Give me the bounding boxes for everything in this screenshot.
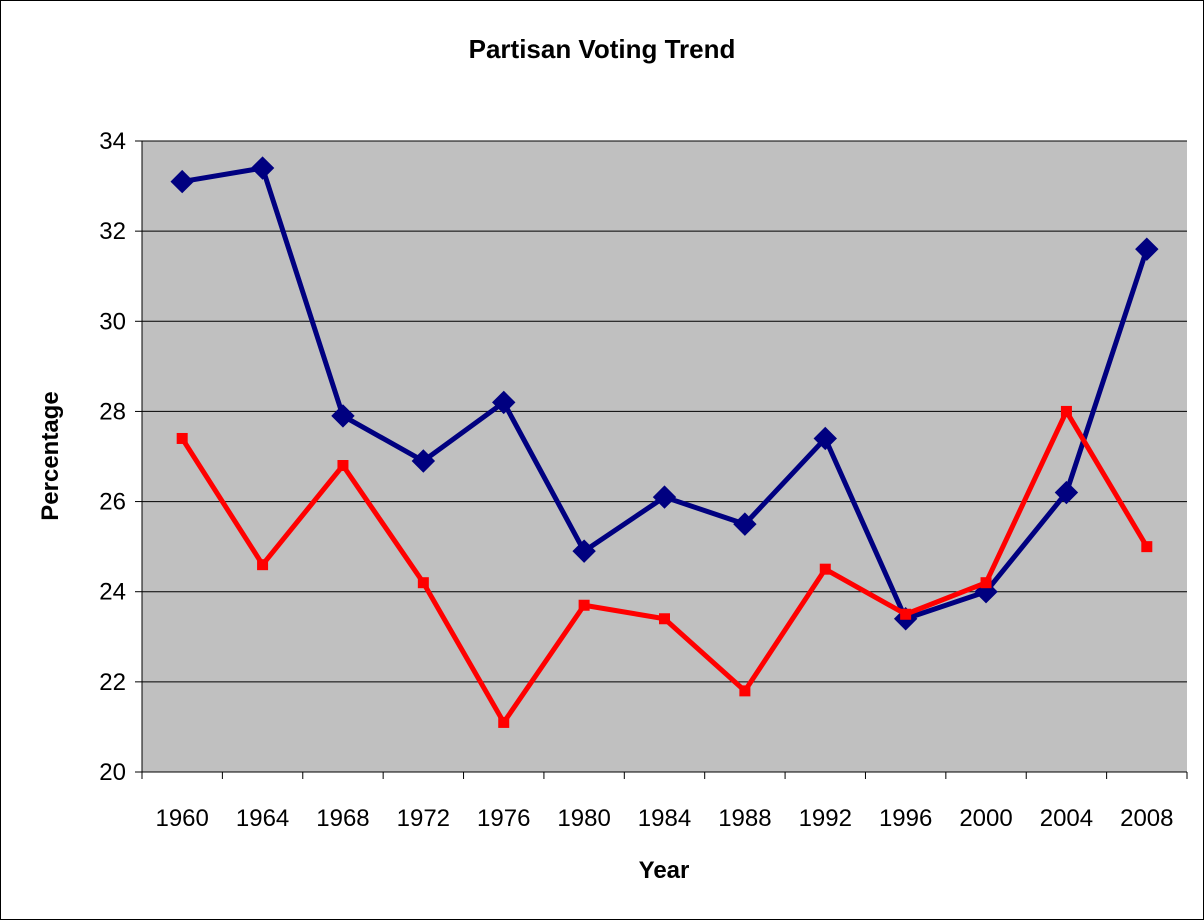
data-point-diamond bbox=[652, 485, 677, 509]
data-point-diamond bbox=[170, 169, 194, 194]
data-point-diamond bbox=[813, 426, 837, 451]
x-tick-label: 1960 bbox=[155, 805, 208, 832]
x-tick-label: 2008 bbox=[1120, 805, 1173, 832]
plot-area bbox=[142, 141, 1187, 772]
data-point-diamond bbox=[411, 449, 436, 473]
data-point-diamond bbox=[1135, 237, 1159, 261]
data-point-diamond bbox=[492, 390, 516, 415]
x-tick-label: 1968 bbox=[316, 805, 369, 832]
x-tick-label: 1964 bbox=[236, 805, 289, 832]
y-tick-label: 24 bbox=[99, 579, 126, 606]
x-tick-label: 2004 bbox=[1040, 805, 1093, 832]
data-point-diamond bbox=[572, 539, 596, 563]
data-point-square bbox=[819, 563, 831, 575]
data-point-diamond bbox=[250, 156, 275, 180]
data-point-square bbox=[739, 685, 751, 697]
series-group bbox=[170, 156, 1159, 728]
x-tick-label: 1976 bbox=[477, 805, 530, 832]
chart-title: Partisan Voting Trend bbox=[469, 34, 736, 64]
data-point-diamond bbox=[331, 404, 355, 428]
x-tick-label: 1996 bbox=[879, 805, 932, 832]
data-point-square bbox=[578, 599, 590, 611]
x-tick-label: 1984 bbox=[638, 805, 691, 832]
y-tick-label: 28 bbox=[99, 398, 126, 425]
x-tick-label: 2000 bbox=[959, 805, 1012, 832]
data-point-square bbox=[337, 460, 349, 472]
x-tick-label: 1972 bbox=[397, 805, 450, 832]
data-point-diamond bbox=[1054, 480, 1079, 505]
data-point-square bbox=[980, 577, 992, 589]
y-tick-label: 20 bbox=[99, 759, 126, 786]
x-tick-label: 1988 bbox=[718, 805, 771, 832]
x-axis-title: Year bbox=[639, 857, 690, 884]
gridlines bbox=[142, 140, 1187, 683]
data-point-square bbox=[900, 608, 912, 620]
data-point-square bbox=[257, 559, 269, 571]
data-point-square bbox=[659, 613, 670, 625]
x-tick-label: 1980 bbox=[557, 805, 610, 832]
data-point-square bbox=[498, 716, 510, 728]
y-tick-label: 34 bbox=[99, 128, 126, 155]
y-tick-label: 32 bbox=[99, 218, 126, 245]
x-tick-label: 1992 bbox=[799, 805, 852, 832]
data-point-square bbox=[176, 432, 188, 444]
y-axis-title: Percentage bbox=[37, 391, 64, 520]
axes: 20 22 24 26 28 30 32 34 1960 1964 1968 1972 1976 1980… bbox=[99, 128, 1188, 832]
y-tick-label: 22 bbox=[99, 669, 126, 696]
data-point-square bbox=[1141, 541, 1153, 553]
data-point-diamond bbox=[733, 512, 757, 536]
data-point-square bbox=[1060, 405, 1072, 417]
y-tick-label: 26 bbox=[99, 489, 126, 516]
y-tick-label: 30 bbox=[99, 308, 126, 335]
data-point-square bbox=[417, 577, 429, 589]
